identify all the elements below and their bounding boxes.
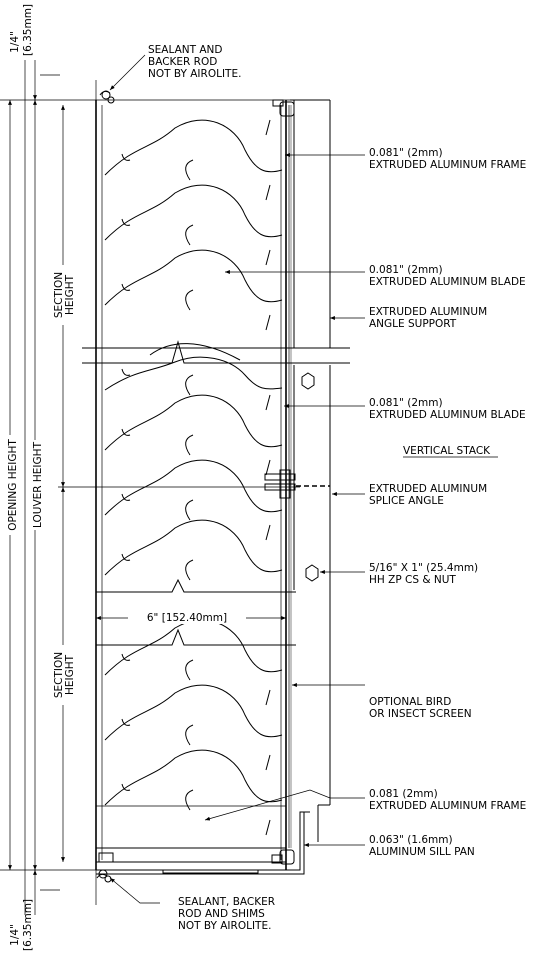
svg-text:HH ZP CS & NUT: HH ZP CS & NUT: [369, 574, 456, 586]
svg-text:SEALANT, BACKER: SEALANT, BACKER: [178, 896, 275, 908]
top-gap-label: 1/4": [9, 31, 21, 53]
top-gap-mm-label: [6.35mm]: [22, 4, 34, 56]
fasteners: [264, 99, 330, 865]
section-height-bottom-line2: HEIGHT: [64, 654, 76, 695]
callout-sealant-top: SEALANT AND BACKER ROD NOT BY AIROLITE.: [148, 44, 241, 80]
svg-text:EXTRUDED ALUMINUM FRAME: EXTRUDED ALUMINUM FRAME: [369, 800, 526, 812]
callout-frame-bottom: 0.081 (2mm) EXTRUDED ALUMINUM FRAME: [369, 788, 526, 812]
svg-text:EXTRUDED ALUMINUM: EXTRUDED ALUMINUM: [369, 306, 487, 318]
svg-text:SEALANT AND: SEALANT AND: [148, 44, 222, 56]
svg-text:NOT BY AIROLITE.: NOT BY AIROLITE.: [178, 920, 271, 932]
louver-height-label: LOUVER HEIGHT: [32, 441, 44, 528]
svg-text:ANGLE SUPPORT: ANGLE SUPPORT: [369, 318, 457, 330]
svg-text:0.081" (2mm): 0.081" (2mm): [369, 397, 443, 409]
sill-pan: [96, 811, 310, 875]
svg-text:BACKER ROD: BACKER ROD: [148, 56, 217, 68]
louver-frame: [95, 100, 287, 870]
svg-text:EXTRUDED ALUMINUM FRAME: EXTRUDED ALUMINUM FRAME: [369, 159, 526, 171]
section-height-bottom-line1: SECTION: [53, 652, 65, 698]
svg-text:OR INSECT SCREEN: OR INSECT SCREEN: [369, 708, 472, 720]
svg-text:ROD AND SHIMS: ROD AND SHIMS: [178, 908, 265, 920]
sealant-top: [99, 90, 115, 104]
callout-sill-pan: 0.063" (1.6mm) ALUMINUM SILL PAN: [369, 834, 475, 858]
svg-text:0.063" (1.6mm): 0.063" (1.6mm): [369, 834, 453, 846]
callout-blade-middle: 0.081" (2mm) EXTRUDED ALUMINUM BLADE: [369, 397, 526, 421]
svg-text:NOT BY AIROLITE.: NOT BY AIROLITE.: [148, 68, 241, 80]
hex-bolts: [293, 365, 331, 590]
svg-text:0.081" (2mm): 0.081" (2mm): [369, 264, 443, 276]
bottom-gap-label: 1/4": [9, 924, 21, 946]
svg-text:EXTRUDED ALUMINUM: EXTRUDED ALUMINUM: [369, 483, 487, 495]
svg-text:0.081 (2mm): 0.081 (2mm): [369, 788, 438, 800]
bottom-gap-mm-label: [6.35mm]: [22, 899, 34, 951]
svg-text:EXTRUDED ALUMINUM BLADE: EXTRUDED ALUMINUM BLADE: [369, 409, 526, 421]
insect-screen: [288, 105, 292, 848]
section-height-top-line1: SECTION: [53, 272, 65, 318]
opening-height-label: OPENING HEIGHT: [7, 439, 19, 531]
callout-bolt: 5/16" X 1" (25.4mm) HH ZP CS & NUT: [369, 562, 478, 586]
svg-text:ALUMINUM SILL PAN: ALUMINUM SILL PAN: [369, 846, 475, 858]
svg-text:5/16" X 1" (25.4mm): 5/16" X 1" (25.4mm): [369, 562, 478, 574]
callout-blade-top: 0.081" (2mm) EXTRUDED ALUMINUM BLADE: [369, 264, 526, 288]
vertical-stack-heading: VERTICAL STACK: [403, 445, 498, 458]
angle-support: [290, 99, 331, 842]
callout-splice-angle: EXTRUDED ALUMINUM SPLICE ANGLE: [369, 483, 487, 507]
callout-angle-support: EXTRUDED ALUMINUM ANGLE SUPPORT: [369, 306, 487, 330]
sealant-bottom: [96, 869, 112, 883]
callout-frame-top: 0.081" (2mm) EXTRUDED ALUMINUM FRAME: [369, 147, 526, 171]
svg-text:SPLICE ANGLE: SPLICE ANGLE: [369, 495, 444, 507]
svg-text:VERTICAL STACK: VERTICAL STACK: [403, 445, 491, 457]
blades: [82, 119, 350, 836]
svg-text:OPTIONAL BIRD: OPTIONAL BIRD: [369, 696, 451, 708]
callout-sealant-bottom: SEALANT, BACKER ROD AND SHIMS NOT BY AIR…: [178, 896, 275, 932]
leader-lines: [109, 54, 365, 904]
section-height-top-line2: HEIGHT: [64, 274, 76, 315]
svg-text:0.081" (2mm): 0.081" (2mm): [369, 147, 443, 159]
svg-text:EXTRUDED ALUMINUM BLADE: EXTRUDED ALUMINUM BLADE: [369, 276, 526, 288]
depth-label: 6" [152.40mm]: [147, 612, 227, 624]
reference-lines: [0, 60, 300, 915]
callout-screen: OPTIONAL BIRD OR INSECT SCREEN: [369, 696, 472, 720]
